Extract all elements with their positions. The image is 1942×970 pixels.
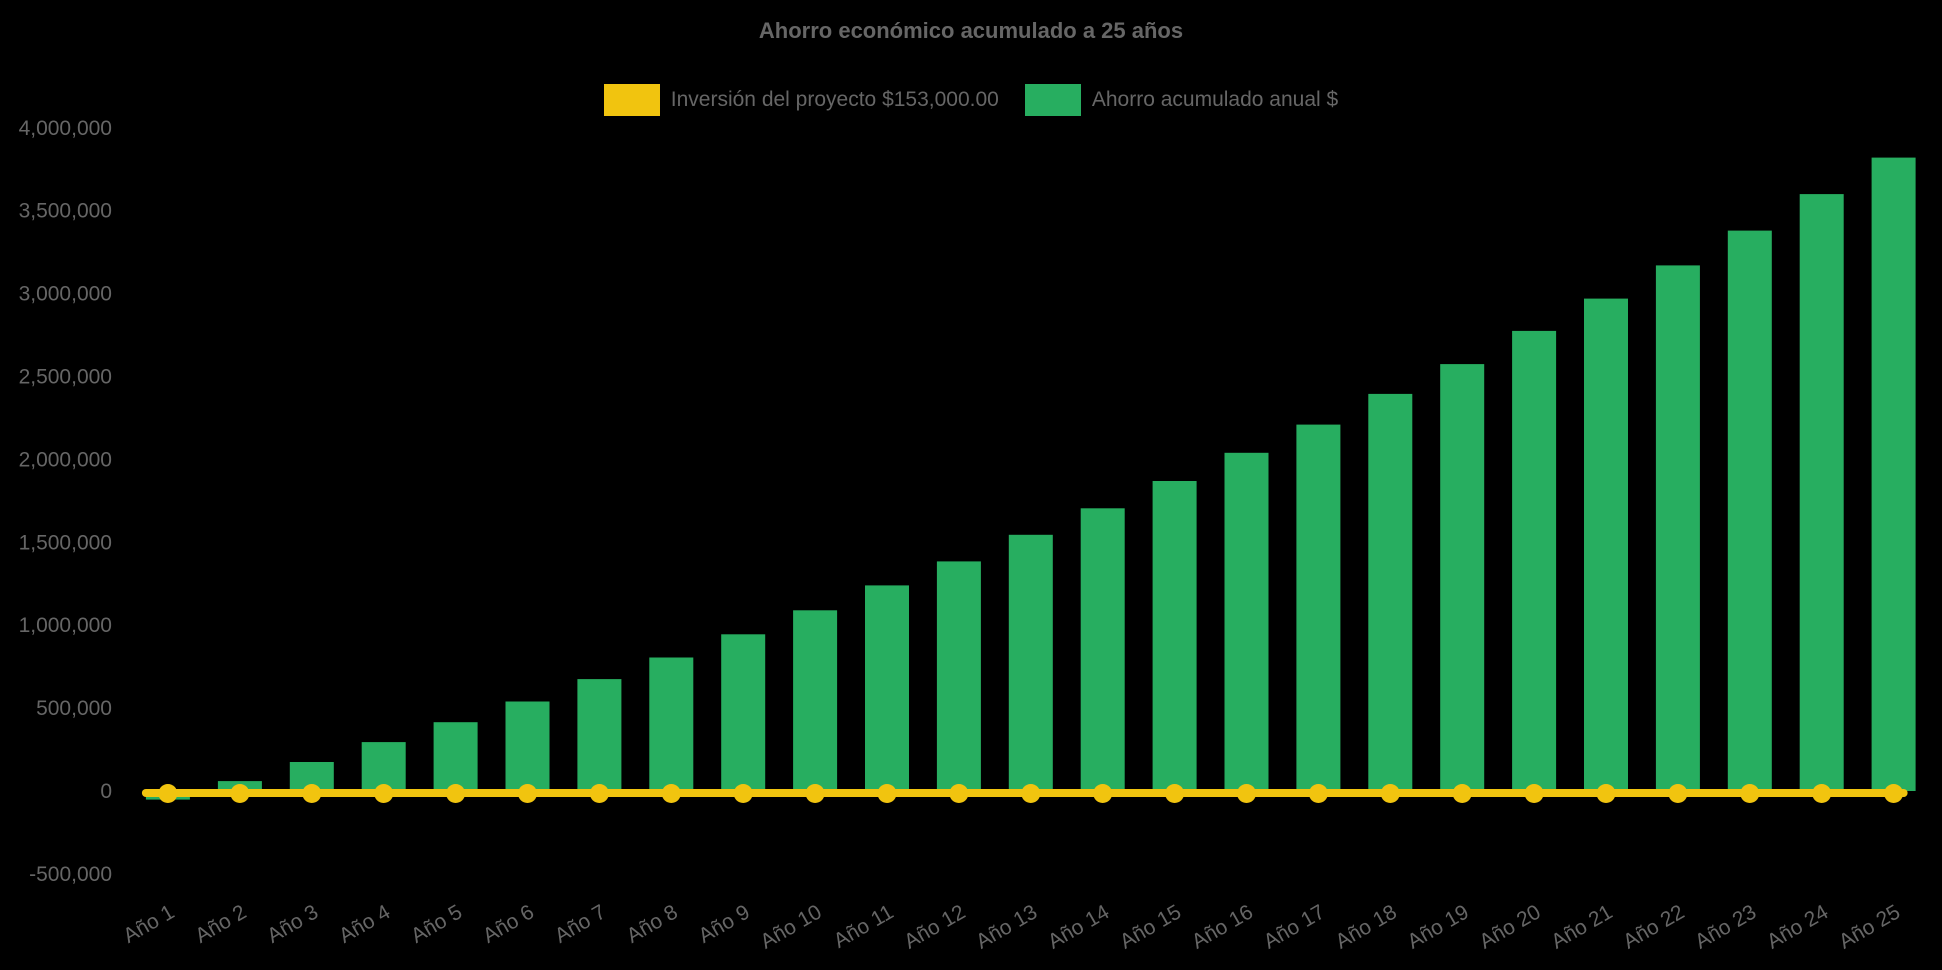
x-axis-tick-label-year-9: Año 9 <box>695 900 754 947</box>
y-axis-tick-label: 4,000,000 <box>19 117 112 140</box>
bar-year-8[interactable] <box>649 657 694 792</box>
bar-year-16[interactable] <box>1224 452 1269 791</box>
bar-year-11[interactable] <box>865 585 909 791</box>
bar-year-24[interactable] <box>1799 194 1844 792</box>
investment-point-year-3[interactable] <box>302 784 322 803</box>
x-axis-tick-label-year-10: Año 10 <box>756 900 825 953</box>
investment-point-year-12[interactable] <box>949 784 969 803</box>
x-axis-tick-label-year-7: Año 7 <box>551 900 610 947</box>
investment-point-year-2[interactable] <box>230 784 250 803</box>
investment-point-year-18[interactable] <box>1380 784 1400 803</box>
investment-point-year-7[interactable] <box>589 784 609 803</box>
x-axis-tick-label-year-15: Año 15 <box>1116 900 1185 953</box>
investment-point-year-5[interactable] <box>446 784 466 803</box>
x-axis-tick-label-year-12: Año 12 <box>900 900 969 953</box>
x-axis-tick-label-year-5: Año 5 <box>407 900 466 947</box>
y-axis-tick-label: 3,000,000 <box>19 283 112 306</box>
y-axis-tick-label: 2,500,000 <box>19 366 112 389</box>
y-axis-tick-label: 0 <box>100 780 112 803</box>
x-axis-tick-label-year-24: Año 24 <box>1763 900 1832 953</box>
investment-point-year-11[interactable] <box>877 784 897 803</box>
x-axis-tick-label-year-3: Año 3 <box>263 900 322 947</box>
y-axis-tick-label: 3,500,000 <box>19 200 112 223</box>
bar-year-6[interactable] <box>505 701 550 792</box>
investment-point-year-14[interactable] <box>1093 784 1113 803</box>
x-axis-tick-label-year-6: Año 6 <box>479 900 538 947</box>
bar-year-21[interactable] <box>1584 298 1628 791</box>
bar-year-17[interactable] <box>1296 424 1341 791</box>
investment-point-year-24[interactable] <box>1812 784 1832 803</box>
x-axis-tick-label-year-11: Año 11 <box>830 900 898 952</box>
bar-year-5[interactable] <box>433 722 478 791</box>
investment-point-year-4[interactable] <box>374 784 394 803</box>
investment-point-year-25[interactable] <box>1884 784 1904 803</box>
investment-point-year-9[interactable] <box>733 784 753 803</box>
investment-point-year-6[interactable] <box>518 784 537 803</box>
legend-label-investment: Inversión del proyecto $153,000.00 <box>670 88 999 111</box>
investment-point-year-16[interactable] <box>1237 784 1256 803</box>
investment-point-year-10[interactable] <box>805 784 825 803</box>
investment-point-year-13[interactable] <box>1021 784 1041 803</box>
investment-point-year-8[interactable] <box>661 784 681 803</box>
x-axis-tick-label-year-19: Año 19 <box>1404 900 1473 953</box>
y-axis-tick-label: 500,000 <box>36 697 112 720</box>
bar-year-13[interactable] <box>1008 534 1053 791</box>
bar-year-18[interactable] <box>1368 393 1413 791</box>
legend-item-savings[interactable]: Ahorro acumulado anual $ <box>1024 84 1339 116</box>
x-axis-tick-label-year-14: Año 14 <box>1044 900 1113 953</box>
x-axis-tick-label-year-8: Año 8 <box>623 900 682 947</box>
bar-year-23[interactable] <box>1727 230 1772 792</box>
bar-year-10[interactable] <box>793 610 838 791</box>
chart-title: Ahorro económico acumulado a 25 años <box>758 18 1184 43</box>
x-axis-tick-label-year-23: Año 23 <box>1691 900 1760 953</box>
x-axis-tick-label-year-2: Año 2 <box>191 900 250 947</box>
y-axis-tick-label: 1,500,000 <box>19 531 112 554</box>
bar-year-9[interactable] <box>721 634 766 791</box>
x-axis-tick-label-year-16: Año 16 <box>1188 900 1257 953</box>
investment-point-year-17[interactable] <box>1308 784 1328 803</box>
bar-year-12[interactable] <box>936 561 981 791</box>
y-axis-tick-label: 2,000,000 <box>19 448 112 471</box>
x-axis-tick-label-year-25: Año 25 <box>1835 900 1904 953</box>
x-axis-tick-label-year-20: Año 20 <box>1475 900 1544 953</box>
investment-point-year-1[interactable] <box>158 784 178 803</box>
investment-point-year-21[interactable] <box>1596 784 1616 803</box>
x-axis-tick-label-year-18: Año 18 <box>1332 900 1401 953</box>
x-axis-tick-label-year-17: Año 17 <box>1260 900 1329 953</box>
investment-point-year-20[interactable] <box>1524 784 1544 803</box>
legend-swatch-investment-icon <box>603 84 660 116</box>
x-axis-tick-label-year-1: Año 1 <box>119 900 178 947</box>
x-axis-tick-label-year-13: Año 13 <box>972 900 1041 953</box>
bar-year-22[interactable] <box>1655 265 1700 791</box>
x-axis-tick-label-year-22: Año 22 <box>1619 900 1688 953</box>
legend-swatch-savings-icon <box>1024 84 1081 116</box>
chart-legend: Inversión del proyecto $153,000.00 Ahorr… <box>0 84 1942 116</box>
investment-point-year-15[interactable] <box>1165 784 1185 803</box>
legend-label-savings: Ahorro acumulado anual $ <box>1091 88 1339 111</box>
investment-point-year-22[interactable] <box>1668 784 1688 803</box>
bar-year-20[interactable] <box>1512 330 1557 791</box>
y-axis-tick-label: -500,000 <box>29 863 112 886</box>
bar-year-14[interactable] <box>1080 508 1125 791</box>
investment-point-year-23[interactable] <box>1740 784 1760 803</box>
y-axis-tick-label: 1,000,000 <box>19 614 112 637</box>
bar-year-25[interactable] <box>1871 157 1916 792</box>
legend-item-investment[interactable]: Inversión del proyecto $153,000.00 <box>603 84 999 116</box>
x-axis-tick-label-year-4: Año 4 <box>335 900 394 948</box>
bar-year-19[interactable] <box>1440 364 1485 791</box>
investment-point-year-19[interactable] <box>1452 784 1472 803</box>
bar-year-4[interactable] <box>361 742 406 791</box>
bar-year-15[interactable] <box>1152 481 1197 791</box>
x-axis-tick-label-year-21: Año 21 <box>1547 900 1616 953</box>
bar-year-7[interactable] <box>577 679 622 791</box>
